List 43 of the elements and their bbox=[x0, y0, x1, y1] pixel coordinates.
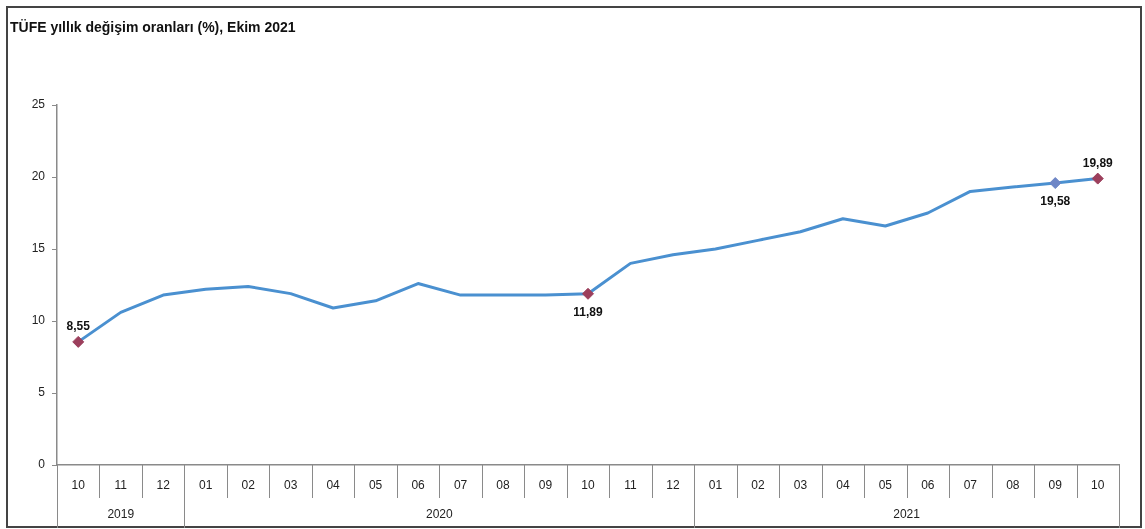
x-tick-label: 07 bbox=[963, 477, 978, 492]
chart-title: TÜFE yıllık değişim oranları (%), Ekim 2021 bbox=[10, 19, 296, 35]
data-label: 11,89 bbox=[573, 305, 604, 320]
y-tick-label: 0 bbox=[38, 457, 46, 472]
point bbox=[1091, 172, 1104, 185]
x-tick-label: 10 bbox=[71, 477, 86, 492]
x-tick-label: 10 bbox=[1091, 477, 1105, 492]
data-label: 19,89 bbox=[1082, 155, 1114, 170]
x-tick-label: 07 bbox=[453, 477, 468, 492]
x-tick-label: 12 bbox=[156, 477, 171, 492]
y-tick-label: 15 bbox=[31, 241, 46, 256]
data-label: 8,55 bbox=[66, 319, 91, 334]
x-tick-label: 11 bbox=[624, 477, 638, 492]
x-tick-label: 08 bbox=[1006, 477, 1020, 492]
x-tick-label: 10 bbox=[581, 477, 595, 492]
text: 2020 bbox=[425, 507, 453, 522]
x-tick-label: 09 bbox=[538, 477, 553, 492]
x-tick-label: 05 bbox=[368, 477, 383, 492]
x-tick-label: 11 bbox=[114, 477, 128, 492]
x-tick-label: 03 bbox=[793, 477, 808, 492]
x-tick-label: 01 bbox=[708, 477, 723, 492]
x-tick-label: 01 bbox=[199, 477, 213, 492]
x-tick-label: 05 bbox=[878, 477, 893, 492]
x-tick-label: 03 bbox=[283, 477, 298, 492]
x-tick-label: 04 bbox=[326, 477, 341, 492]
x-tick-label: 06 bbox=[411, 477, 426, 492]
point bbox=[1049, 177, 1062, 190]
y-tick-label: 25 bbox=[31, 97, 46, 112]
x-tick-label: 09 bbox=[1048, 477, 1063, 492]
x-tick-label: 08 bbox=[496, 477, 511, 492]
y-tick-label: 5 bbox=[38, 385, 46, 400]
x-tick-label: 02 bbox=[241, 477, 256, 492]
x-tick-label: 02 bbox=[751, 477, 765, 492]
point bbox=[582, 287, 594, 300]
y-tick-label: 10 bbox=[31, 313, 46, 328]
data-label: 19,58 bbox=[1040, 194, 1071, 209]
x-tick-label: 06 bbox=[921, 477, 935, 492]
text: 2019 bbox=[107, 507, 135, 522]
x-tick-label: 12 bbox=[666, 477, 680, 492]
x-tick-label: 04 bbox=[836, 477, 850, 492]
y-tick-label: 20 bbox=[31, 169, 46, 184]
point bbox=[72, 335, 85, 348]
text: 2021 bbox=[893, 507, 921, 522]
